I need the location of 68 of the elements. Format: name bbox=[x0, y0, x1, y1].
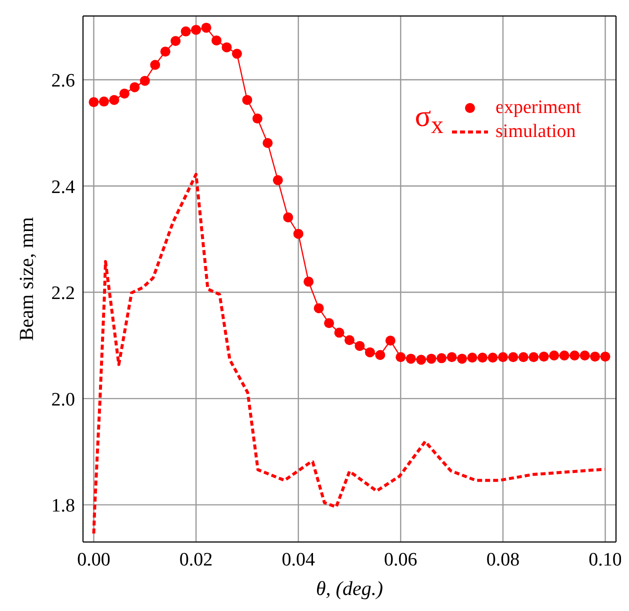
point bbox=[518, 352, 528, 362]
point bbox=[477, 352, 488, 363]
point bbox=[180, 26, 191, 36]
point bbox=[252, 114, 262, 124]
point bbox=[467, 352, 478, 363]
point bbox=[457, 354, 468, 364]
point bbox=[446, 352, 457, 362]
x-tick-label: 0.10 bbox=[588, 549, 622, 570]
point bbox=[580, 350, 590, 361]
point bbox=[262, 138, 273, 148]
x-tick-label: 0.06 bbox=[384, 549, 418, 570]
point bbox=[590, 352, 600, 362]
point bbox=[140, 76, 150, 86]
point bbox=[150, 60, 160, 70]
point bbox=[416, 354, 426, 365]
y-tick-label: 2.0 bbox=[51, 389, 75, 410]
point bbox=[559, 350, 570, 361]
y-tick-label: 2.4 bbox=[51, 176, 76, 198]
point bbox=[436, 353, 447, 364]
point bbox=[354, 340, 365, 351]
point bbox=[334, 328, 344, 338]
point bbox=[191, 24, 202, 35]
y-axis-title: Beam size, mm bbox=[16, 216, 38, 341]
point bbox=[508, 352, 518, 362]
point bbox=[344, 335, 354, 346]
point bbox=[232, 48, 242, 59]
y-tick-label: 2.6 bbox=[51, 70, 75, 92]
point bbox=[212, 35, 222, 46]
point bbox=[396, 352, 406, 362]
point bbox=[222, 42, 232, 52]
point bbox=[406, 354, 416, 364]
point bbox=[324, 318, 334, 328]
point bbox=[160, 46, 170, 57]
point bbox=[426, 354, 436, 364]
point bbox=[364, 347, 375, 358]
point bbox=[98, 96, 109, 107]
point bbox=[170, 36, 181, 46]
point bbox=[88, 97, 99, 108]
line-series bbox=[92, 172, 606, 535]
point bbox=[549, 350, 560, 361]
point bbox=[119, 88, 130, 99]
y-tick-label: 1.8 bbox=[51, 496, 75, 517]
x-tick-label: 0.08 bbox=[486, 549, 520, 570]
x-tick-label: 0.04 bbox=[282, 549, 316, 570]
legend-title: σ$_{x}$ bbox=[414, 100, 444, 140]
point bbox=[272, 175, 283, 186]
point bbox=[242, 94, 252, 105]
point bbox=[538, 352, 549, 362]
x-tick-label: 0.02 bbox=[179, 549, 213, 570]
point bbox=[488, 352, 498, 363]
point bbox=[314, 303, 324, 314]
point bbox=[528, 352, 539, 362]
point bbox=[201, 22, 212, 33]
point bbox=[570, 350, 580, 361]
point bbox=[600, 352, 610, 362]
point bbox=[293, 228, 304, 239]
point bbox=[283, 212, 294, 222]
point bbox=[375, 350, 386, 360]
y-tick-label: 2.2 bbox=[51, 283, 75, 304]
point bbox=[109, 94, 120, 105]
legend-label: simulation bbox=[496, 120, 576, 144]
legend-label: experiment bbox=[496, 96, 581, 120]
x-tick-label: 0.00 bbox=[77, 549, 110, 570]
point bbox=[130, 82, 140, 92]
point bbox=[385, 336, 396, 346]
point bbox=[498, 352, 508, 362]
x-axis-title: θ, (deg.) bbox=[316, 578, 384, 600]
point bbox=[304, 276, 314, 287]
